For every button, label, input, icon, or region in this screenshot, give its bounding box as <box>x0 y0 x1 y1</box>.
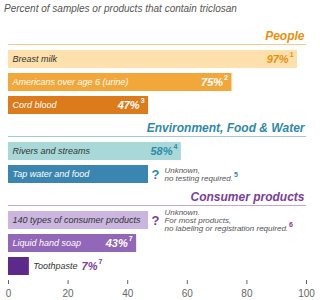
svg-text:3: 3 <box>141 97 145 104</box>
svg-text:Breast milk: Breast milk <box>13 54 58 64</box>
svg-text:40: 40 <box>122 288 134 299</box>
svg-text:Cord blood: Cord blood <box>13 100 58 110</box>
svg-text:7%: 7% <box>82 260 98 272</box>
svg-text:58%: 58% <box>150 145 172 157</box>
svg-text:?: ? <box>152 167 160 182</box>
svg-text:2: 2 <box>224 74 228 81</box>
svg-text:6: 6 <box>289 221 293 228</box>
svg-text:Unknown.For most products,no l: Unknown.For most products,no labeling or… <box>164 208 288 233</box>
svg-text:80: 80 <box>241 288 253 299</box>
svg-text:Environment, Food & Water: Environment, Food & Water <box>147 121 306 135</box>
svg-text:4: 4 <box>173 143 177 150</box>
svg-text:100: 100 <box>298 288 315 299</box>
svg-text:60: 60 <box>182 288 194 299</box>
svg-text:97%: 97% <box>267 53 289 65</box>
svg-text:Americans over age 6 (urine): Americans over age 6 (urine) <box>12 77 129 87</box>
svg-text:Tap water and food: Tap water and food <box>13 169 91 179</box>
svg-text:47%: 47% <box>117 99 140 111</box>
svg-text:Liquid hand soap: Liquid hand soap <box>13 238 82 248</box>
html-text:Percent of samples or products: Percent of samples or products that cont… <box>4 3 237 14</box>
svg-text:0: 0 <box>6 288 12 299</box>
svg-text:Rivers and streams: Rivers and streams <box>13 146 91 156</box>
svg-text:20: 20 <box>63 288 75 299</box>
svg-text:140 types of consumer products: 140 types of consumer products <box>13 215 142 225</box>
svg-text:7: 7 <box>129 235 133 242</box>
svg-text:People: People <box>265 29 305 43</box>
svg-text:Consumer products: Consumer products <box>190 190 304 204</box>
svg-text:?: ? <box>152 213 160 228</box>
svg-text:Toothpaste: Toothpaste <box>33 261 77 271</box>
svg-text:5: 5 <box>234 171 238 178</box>
svg-text:Unknown,no testing required.: Unknown,no testing required. <box>164 166 233 183</box>
svg-text:7: 7 <box>98 258 102 265</box>
svg-text:43%: 43% <box>105 237 128 249</box>
svg-text:75%: 75% <box>201 76 223 88</box>
svg-text:1: 1 <box>290 51 294 58</box>
